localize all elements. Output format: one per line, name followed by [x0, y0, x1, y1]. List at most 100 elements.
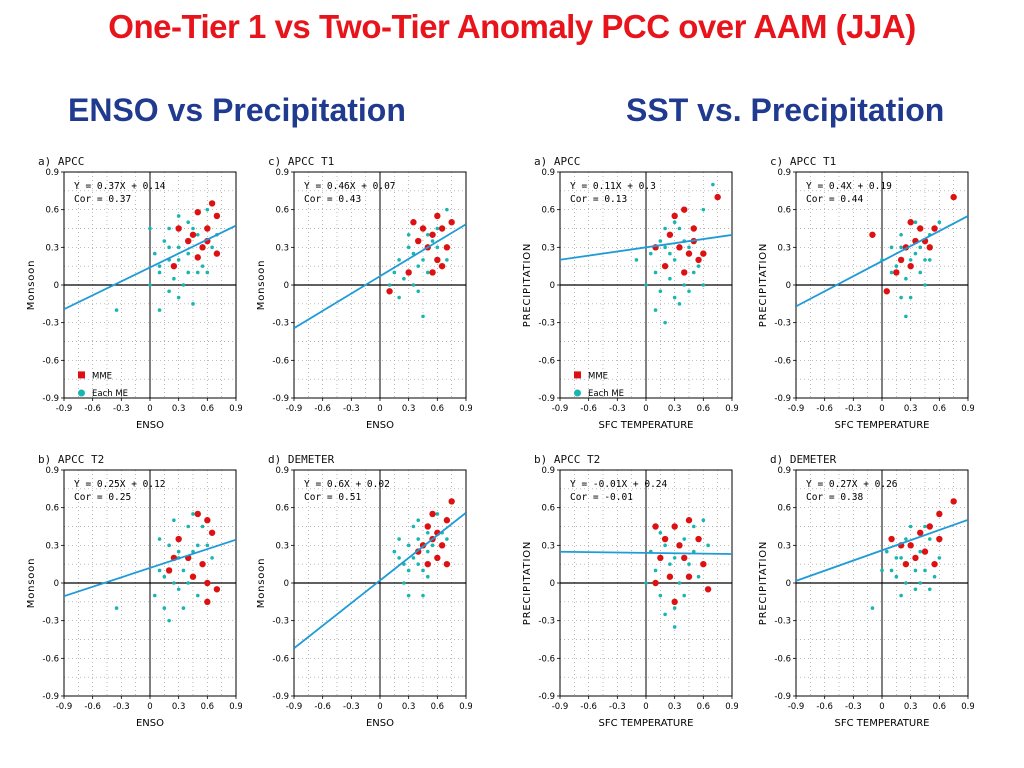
equation-label: Y = 0.37X + 0.14 — [74, 181, 166, 192]
each-me-point — [425, 530, 430, 535]
each-me-point — [672, 220, 677, 225]
each-me-point — [672, 556, 677, 560]
each-me-point — [200, 264, 205, 268]
each-me-point — [668, 276, 672, 281]
y-tick-label: -0.6 — [774, 356, 791, 366]
mme-point — [681, 269, 688, 276]
y-tick-label: 0.9 — [275, 466, 289, 476]
y-tick-label: -0.6 — [538, 654, 555, 664]
each-me-point — [644, 283, 648, 287]
each-me-point — [706, 543, 710, 548]
y-tick-label: -0.6 — [42, 654, 59, 664]
y-tick-label: 0.3 — [275, 243, 289, 253]
each-me-point — [210, 245, 214, 250]
y-tick-label: 0.3 — [45, 541, 59, 551]
each-me-point — [157, 568, 162, 573]
mme-point — [443, 244, 451, 251]
x-tick-label: -0.9 — [552, 404, 569, 414]
scatter-plot-svg: d) DEMETER -0.9-0.9 -0.6 -0.6 -0.3 -0.3 0 0 0.3 0… — [256, 453, 472, 729]
legend-each-me-swatch — [574, 389, 581, 397]
y-axis-label: Monsoon — [26, 558, 37, 608]
each-me-point — [644, 581, 648, 585]
mme-point — [429, 269, 436, 276]
each-me-point — [181, 283, 186, 287]
each-me-point — [913, 568, 918, 573]
mme-point — [434, 212, 441, 220]
mme-point — [714, 193, 721, 201]
mme-point — [443, 517, 451, 524]
each-me-point — [406, 593, 411, 598]
x-tick-label: 0.9 — [961, 404, 974, 414]
mme-point — [685, 573, 693, 580]
y-axis-label: Monsoon — [26, 260, 37, 310]
each-me-point — [186, 581, 191, 585]
x-tick-label: 0.3 — [402, 702, 416, 712]
each-me-point — [899, 593, 903, 598]
mme-point — [208, 529, 216, 536]
mme-point — [204, 517, 211, 524]
x-axis-label: ENSO — [136, 420, 164, 431]
each-me-point — [889, 270, 894, 275]
equation-label: Y = 0.4X + 0.19 — [806, 181, 892, 192]
x-tick-label: 0.3 — [668, 404, 682, 414]
x-tick-label: -0.9 — [56, 404, 73, 414]
mme-point — [926, 523, 933, 530]
x-tick-label: -0.6 — [84, 404, 101, 414]
correlation-label: Cor = 0.37 — [74, 194, 131, 205]
mme-point — [893, 269, 900, 276]
mme-point — [419, 225, 427, 232]
each-me-point — [392, 270, 397, 275]
each-me-point — [918, 245, 923, 250]
mme-point — [424, 523, 431, 530]
each-me-point — [927, 537, 932, 541]
each-me-point — [200, 524, 205, 529]
mme-point — [429, 231, 436, 238]
correlation-label: Cor = 0.38 — [806, 492, 863, 503]
x-tick-label: 0.9 — [725, 702, 738, 712]
mme-point — [907, 542, 914, 549]
each-me-point — [908, 524, 913, 529]
each-me-point — [701, 283, 706, 287]
mme-point — [950, 498, 957, 505]
y-tick-label: 0.3 — [275, 541, 289, 551]
mme-point — [902, 560, 910, 568]
each-me-point — [421, 314, 425, 319]
each-me-point — [387, 283, 392, 287]
y-tick-label: 0.9 — [275, 168, 289, 178]
scatter-plot-svg: c) APCC T1 -0.9-0.9 -0.6 -0.6 -0.3 -0.3 0 0 0.3 0… — [256, 155, 472, 431]
y-axis-label: Monsoon — [256, 260, 267, 310]
y-tick-label: 0 — [786, 281, 791, 291]
each-me-point — [658, 593, 663, 598]
each-me-point — [691, 270, 696, 275]
each-me-point — [152, 251, 157, 256]
y-tick-label: 0.3 — [45, 243, 59, 253]
y-tick-label: 0.6 — [541, 206, 555, 216]
mme-point — [671, 523, 678, 530]
mme-point — [448, 219, 455, 226]
panel-title: a) APCC — [534, 155, 580, 168]
y-tick-label: 0.3 — [541, 541, 555, 551]
each-me-point — [114, 308, 119, 312]
panel-title: d) DEMETER — [268, 453, 335, 466]
each-me-point — [186, 251, 191, 256]
each-me-point — [411, 283, 416, 287]
x-axis-label: ENSO — [136, 718, 164, 729]
mme-point — [213, 250, 221, 257]
each-me-point — [663, 226, 667, 231]
equation-label: Y = 0.25X + 0.12 — [74, 479, 166, 490]
each-me-point — [435, 226, 440, 231]
x-tick-label: 0.9 — [229, 404, 242, 414]
mme-point — [695, 256, 702, 264]
y-tick-label: -0.6 — [538, 356, 555, 366]
each-me-point — [186, 270, 191, 275]
scatter-plot-svg: a) APCC -0.9-0.9 -0.6 -0.6 -0.3 -0.3 0 0 0.3 0.3 0… — [26, 155, 242, 431]
each-me-point — [687, 245, 691, 250]
each-me-point — [889, 568, 894, 573]
mme-point — [661, 535, 669, 543]
each-me-point — [186, 524, 191, 529]
x-tick-label: 0 — [147, 404, 152, 414]
y-tick-label: -0.6 — [272, 654, 289, 664]
x-tick-label: -0.9 — [286, 404, 303, 414]
y-axis-label: PRECIPITATION — [522, 243, 533, 327]
x-tick-label: 0 — [377, 404, 382, 414]
